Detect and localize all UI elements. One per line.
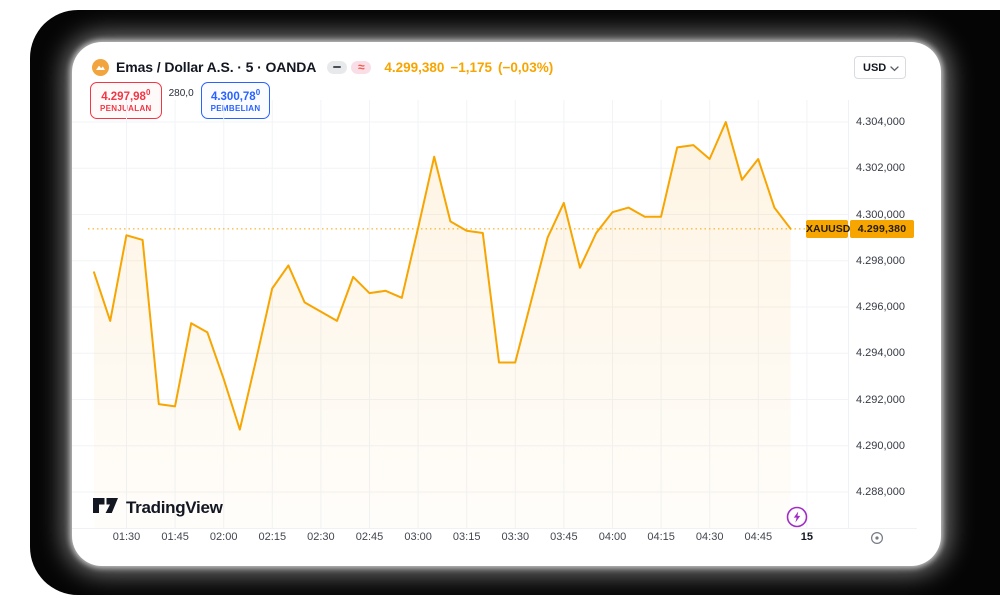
- tradingview-logo-icon: [92, 497, 119, 519]
- sell-label: PENJUALAN: [100, 103, 152, 113]
- series-area-fill: [94, 122, 791, 528]
- price-axis-label: 4.292,000: [856, 393, 905, 406]
- last-price: 4.299,380: [384, 59, 445, 75]
- chart-card: Emas / Dollar A.S. · 5 · OANDA ≈ 4.299,3…: [72, 42, 941, 566]
- price-series-line: [93, 121, 792, 431]
- time-axis-label: 03:15: [452, 531, 481, 543]
- target-icon[interactable]: [869, 530, 885, 546]
- buy-label: PEMBELIAN: [210, 103, 261, 113]
- quote-line: 4.299,380 −1,175 (−0,03%): [384, 60, 553, 75]
- price-change-percent: (−0,03%): [498, 59, 554, 75]
- date-marker-label: 15: [800, 531, 814, 543]
- price-axis-label: 4.302,000: [856, 162, 905, 175]
- price-axis-label: 4.304,000: [856, 116, 905, 128]
- tradingview-brand[interactable]: TradingView: [92, 497, 223, 519]
- buy-button[interactable]: 4.300,780 PEMBELIAN: [200, 82, 271, 119]
- currency-value: USD: [863, 61, 887, 74]
- brand-text: TradingView: [126, 498, 223, 517]
- current-price-badge: 4.299,380: [850, 220, 914, 238]
- price-axis-label: 4.288,000: [856, 486, 905, 498]
- time-axis-label: 04:15: [647, 531, 675, 543]
- price-change: −1,175: [450, 59, 493, 75]
- currency-dropdown[interactable]: USD: [854, 56, 906, 79]
- chart-header: Emas / Dollar A.S. · 5 · OANDA ≈ 4.299,3…: [92, 55, 553, 79]
- trade-panel: 4.297,980 PENJUALAN 280,0 4.300,780 PEMB…: [90, 82, 271, 119]
- symbol-badge: XAUUSD: [806, 220, 850, 238]
- price-axis-separator: [848, 100, 849, 528]
- price-axis-label: 4.290,000: [856, 439, 905, 452]
- wave-pill-icon[interactable]: ≈: [351, 60, 372, 74]
- time-axis-label: 04:00: [598, 531, 627, 543]
- time-axis-label: 03:45: [550, 531, 578, 543]
- chevron-down-icon: [890, 59, 899, 77]
- time-axis-label: 04:45: [744, 531, 773, 543]
- gold-coin-icon: [92, 58, 109, 76]
- time-axis-label: 02:45: [355, 531, 384, 543]
- price-axis-label: 4.296,000: [856, 301, 905, 313]
- spread-value: 280,0: [168, 88, 194, 99]
- sell-button[interactable]: 4.297,980 PENJUALAN: [90, 82, 162, 119]
- time-axis-label: 03:30: [501, 531, 530, 543]
- sell-price: 4.297,980: [101, 88, 151, 103]
- time-axis-label: 03:00: [404, 531, 432, 543]
- time-axis-label: 02:15: [258, 531, 287, 543]
- price-axis-label: 4.298,000: [856, 254, 905, 267]
- time-axis-label: 04:30: [695, 531, 724, 543]
- buy-price: 4.300,780: [210, 88, 261, 103]
- time-axis-label: 02:00: [209, 531, 238, 543]
- price-axis-label: 4.300,000: [856, 208, 905, 221]
- price-line-chart[interactable]: [72, 100, 848, 528]
- time-axis-separator: [72, 528, 917, 529]
- symbol-title[interactable]: Emas / Dollar A.S. · 5 · OANDA: [116, 59, 317, 75]
- minus-pill-icon[interactable]: [327, 60, 348, 74]
- time-axis-label: 02:30: [307, 531, 335, 543]
- time-axis-label: 01:45: [161, 531, 189, 543]
- time-axis-label: 01:30: [112, 531, 141, 543]
- price-axis-label: 4.294,000: [856, 347, 905, 360]
- lightning-icon[interactable]: [786, 506, 808, 528]
- header-pills: ≈: [327, 60, 372, 74]
